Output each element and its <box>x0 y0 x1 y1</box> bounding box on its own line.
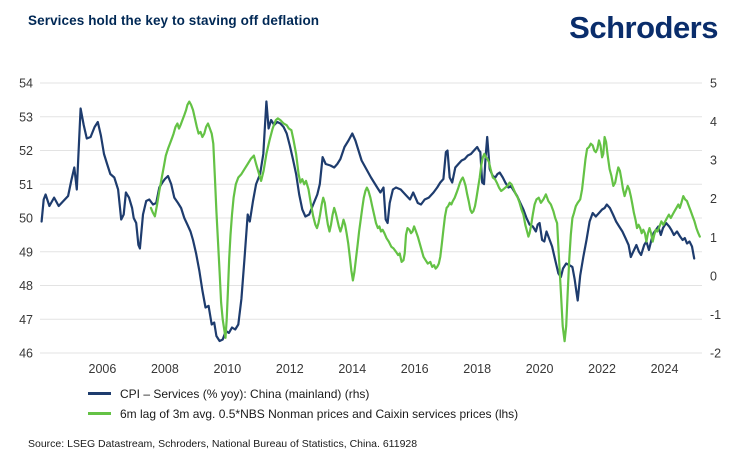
x-axis-tick-label: 2014 <box>338 362 366 376</box>
right-axis-tick-label: 5 <box>710 77 717 91</box>
x-axis-tick-label: 2006 <box>89 362 117 376</box>
legend-item-nbs-caixin: 6m lag of 3m avg. 0.5*NBS Nonman prices … <box>88 406 518 421</box>
series-line-green-lhs <box>149 100 701 343</box>
x-axis-tick-label: 2020 <box>526 362 554 376</box>
x-axis-tick-label: 2022 <box>588 362 616 376</box>
right-axis-tick-label: 3 <box>710 154 717 168</box>
right-axis-tick-label: -1 <box>710 308 721 322</box>
x-axis-tick-label: 2018 <box>463 362 491 376</box>
legend-label-nbs-caixin: 6m lag of 3m avg. 0.5*NBS Nonman prices … <box>120 406 519 421</box>
left-axis-tick-label: 50 <box>19 212 33 226</box>
left-axis-tick-label: 53 <box>19 110 33 124</box>
right-axis-tick-label: 1 <box>710 231 717 245</box>
right-axis-tick-label: 0 <box>710 269 717 283</box>
left-axis-tick-label: 54 <box>19 77 33 91</box>
source-attribution: Source: LSEG Datastream, Schroders, Nati… <box>28 438 418 450</box>
right-axis-tick-label: 4 <box>710 115 717 129</box>
left-axis-tick-label: 47 <box>19 313 33 327</box>
x-axis-tick-label: 2024 <box>651 362 679 376</box>
left-axis-tick-label: 51 <box>19 178 33 192</box>
left-axis-tick-label: 48 <box>19 279 33 293</box>
chart-title: Services hold the key to staving off def… <box>28 13 320 28</box>
left-axis-tick-label: 52 <box>19 144 33 158</box>
left-axis-tick-label: 49 <box>19 245 33 259</box>
left-axis-tick-label: 46 <box>19 347 33 361</box>
x-axis-tick-label: 2016 <box>401 362 429 376</box>
chart-legend: CPI – Services (% yoy): China (mainland)… <box>88 386 518 421</box>
right-axis-tick-label: 2 <box>710 192 717 206</box>
legend-line-swatch-green <box>88 412 111 415</box>
legend-item-cpi-services: CPI – Services (% yoy): China (mainland)… <box>88 386 518 401</box>
x-axis-tick-label: 2010 <box>213 362 241 376</box>
legend-label-cpi-services: CPI – Services (% yoy): China (mainland)… <box>120 386 370 401</box>
schroders-logo: Schroders <box>569 10 718 45</box>
series-line-navy-rhs <box>40 100 696 343</box>
legend-line-swatch-navy <box>88 392 111 395</box>
x-axis-tick-label: 2012 <box>276 362 304 376</box>
right-axis-tick-label: -2 <box>710 347 721 361</box>
x-axis-tick-label: 2008 <box>151 362 179 376</box>
